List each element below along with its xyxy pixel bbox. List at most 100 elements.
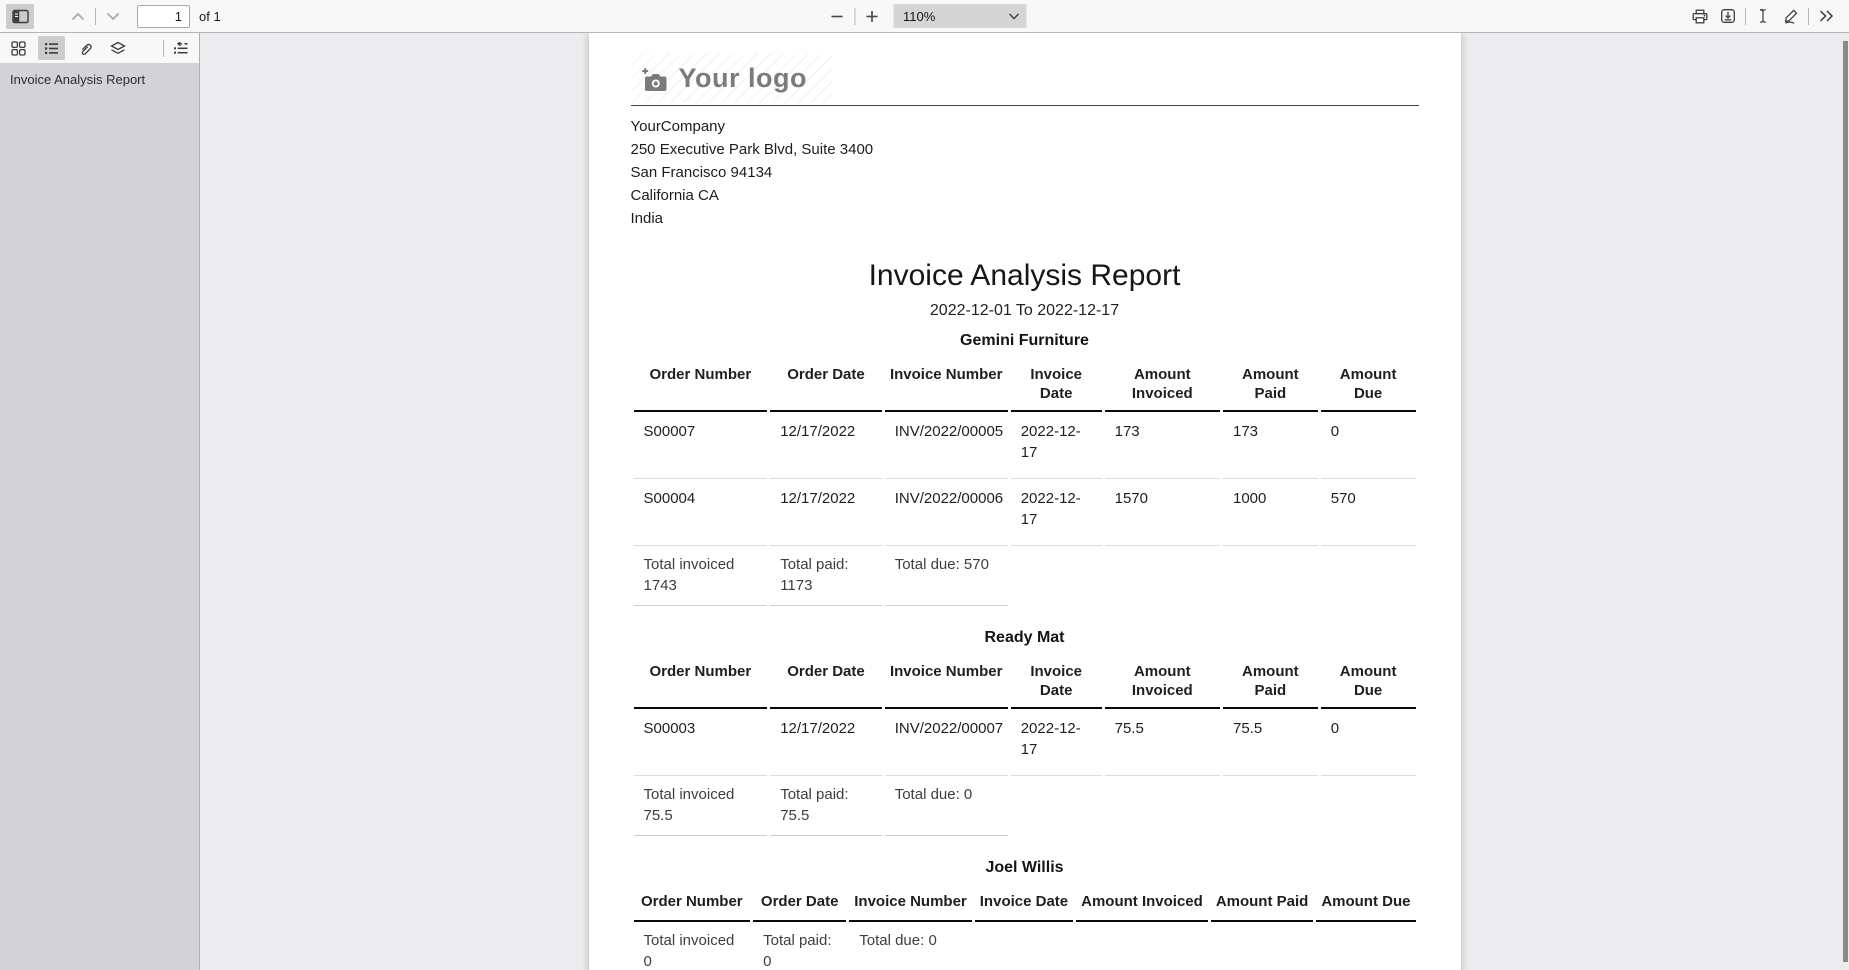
list-icon bbox=[45, 42, 58, 54]
invoice-cell: S00003 bbox=[633, 709, 768, 776]
report-title: Invoice Analysis Report bbox=[868, 259, 1181, 292]
column-header: Amount Due bbox=[1320, 361, 1416, 412]
column-header: Amount Invoiced bbox=[1076, 888, 1208, 922]
invoice-table: Order Number Order Date Invoice Number Invo… bbox=[631, 361, 1419, 606]
minus-icon bbox=[831, 15, 843, 17]
column-header: Invoice Date bbox=[1010, 658, 1102, 709]
printer-icon bbox=[1692, 9, 1708, 23]
divider bbox=[163, 39, 164, 57]
address-line: California CA bbox=[630, 187, 719, 204]
print-button[interactable] bbox=[1686, 4, 1714, 29]
zoom-controls: 110% bbox=[823, 4, 1026, 29]
outline-item[interactable]: Invoice Analysis Report bbox=[10, 72, 146, 87]
empty-cell bbox=[1211, 922, 1314, 970]
attachments-tab[interactable] bbox=[71, 36, 98, 60]
column-header: Amount Invoiced bbox=[1104, 361, 1220, 412]
divider bbox=[95, 7, 96, 25]
toolbar-left-group: of 1 bbox=[6, 3, 221, 29]
draw-tool-button[interactable] bbox=[1777, 4, 1805, 29]
invoice-cell: S00007 bbox=[633, 412, 768, 479]
invoice-cell: INV/2022/00005 bbox=[884, 412, 1008, 479]
empty-cell bbox=[1316, 922, 1415, 970]
address-line: San Francisco 94134 bbox=[630, 164, 773, 181]
ibeam-cursor-icon bbox=[1759, 9, 1766, 23]
column-header: Order Number bbox=[633, 888, 751, 922]
total-cell: Total invoiced 1743 bbox=[633, 546, 768, 606]
sidebar: Invoice Analysis Report bbox=[0, 33, 200, 970]
zoom-level-value: 110% bbox=[903, 8, 936, 24]
toggle-sidebar-button[interactable] bbox=[6, 3, 34, 29]
invoice-cell: 12/17/2022 bbox=[770, 479, 882, 546]
save-button[interactable] bbox=[1714, 4, 1742, 29]
camera-plus-icon bbox=[641, 67, 666, 91]
column-header: Amount Paid bbox=[1222, 361, 1318, 412]
column-header: Amount Due bbox=[1316, 888, 1416, 922]
table-header-row: Order Number Order Date Invoice Number Invo… bbox=[633, 361, 1416, 412]
customer-section-title: Joel Willis bbox=[985, 859, 1064, 876]
empty-cell bbox=[1105, 776, 1220, 836]
empty-cell bbox=[1223, 546, 1318, 606]
viewer-body: Invoice Analysis Report Your logo YourCo… bbox=[0, 33, 1849, 970]
zoom-in-button[interactable] bbox=[858, 4, 886, 29]
thumbnails-tab[interactable] bbox=[5, 36, 32, 60]
invoice-cell: 75.5 bbox=[1222, 709, 1318, 776]
column-header: Invoice Number bbox=[884, 361, 1008, 412]
divider bbox=[1745, 7, 1746, 25]
invoice-cell: 1570 bbox=[1104, 479, 1220, 546]
chevron-down-icon bbox=[106, 12, 120, 20]
company-logo: Your logo bbox=[630, 54, 833, 103]
sidebar-icon bbox=[11, 9, 29, 23]
empty-cell bbox=[975, 922, 1073, 970]
outline-view: Invoice Analysis Report bbox=[0, 63, 199, 970]
next-page-button[interactable] bbox=[99, 4, 127, 29]
column-header: Invoice Number bbox=[884, 658, 1008, 709]
page-count-label: of 1 bbox=[199, 8, 221, 24]
invoice-cell: 0 bbox=[1320, 412, 1416, 479]
empty-cell bbox=[1321, 546, 1416, 606]
pen-icon bbox=[1784, 9, 1798, 24]
total-cell: Total paid: 0 bbox=[753, 922, 846, 970]
layers-tab[interactable] bbox=[104, 36, 131, 60]
invoice-cell: 0 bbox=[1320, 709, 1416, 776]
page-navigation: of 1 bbox=[64, 4, 221, 29]
column-header: Invoice Date bbox=[974, 888, 1074, 922]
grid-icon bbox=[11, 40, 26, 56]
invoice-cell: 570 bbox=[1320, 479, 1416, 546]
invoice-row: S00007 12/17/2022 INV/2022/00005 2022-12-17… bbox=[633, 412, 1416, 479]
customer-section: Joel Willis Order Number Order Date Invoic… bbox=[631, 859, 1419, 970]
column-header: Order Date bbox=[770, 658, 882, 709]
totals-row: Total invoiced 1743 Total paid: 1173 Total… bbox=[633, 546, 1416, 606]
empty-cell bbox=[1076, 922, 1208, 970]
chevron-down-icon bbox=[1008, 13, 1019, 19]
chevron-up-icon bbox=[71, 12, 85, 20]
page-number-input[interactable] bbox=[137, 4, 190, 28]
column-header: Amount Due bbox=[1320, 658, 1416, 709]
company-address-block: YourCompany 250 Executive Park Blvd, Sui… bbox=[631, 115, 1419, 230]
invoice-row: S00004 12/17/2022 INV/2022/00006 2022-12-17… bbox=[633, 479, 1416, 546]
outline-target-icon bbox=[173, 41, 187, 54]
zoom-out-button[interactable] bbox=[823, 4, 851, 29]
empty-cell bbox=[1011, 776, 1102, 836]
invoice-cell: INV/2022/00007 bbox=[884, 709, 1008, 776]
column-header: Order Date bbox=[770, 361, 882, 412]
report-date-range: 2022-12-01 To 2022-12-17 bbox=[929, 302, 1120, 319]
total-cell: Total due: 570 bbox=[884, 546, 1008, 606]
invoice-cell: 12/17/2022 bbox=[770, 412, 882, 479]
column-header: Amount Invoiced bbox=[1104, 658, 1220, 709]
current-outline-item-button[interactable] bbox=[167, 36, 194, 60]
invoice-table: Order Number Order Date Invoice Number Invo… bbox=[631, 658, 1419, 836]
address-line: 250 Executive Park Blvd, Suite 3400 bbox=[630, 141, 874, 158]
customer-section-title: Ready Mat bbox=[984, 629, 1065, 646]
viewer-area[interactable]: Your logo YourCompany 250 Executive Park… bbox=[200, 33, 1849, 970]
invoice-row: S00003 12/17/2022 INV/2022/00007 2022-12-17… bbox=[633, 709, 1416, 776]
column-header: Invoice Date bbox=[1010, 361, 1102, 412]
outline-tab[interactable] bbox=[38, 36, 65, 60]
text-selection-tool-button[interactable] bbox=[1749, 4, 1777, 29]
previous-page-button[interactable] bbox=[64, 4, 92, 29]
empty-cell bbox=[1321, 776, 1416, 836]
more-tools-button[interactable] bbox=[1812, 4, 1840, 29]
empty-cell bbox=[1011, 546, 1102, 606]
vertical-scrollbar[interactable] bbox=[1843, 41, 1848, 962]
zoom-level-dropdown[interactable]: 110% bbox=[893, 4, 1026, 28]
invoice-cell: S00004 bbox=[633, 479, 768, 546]
